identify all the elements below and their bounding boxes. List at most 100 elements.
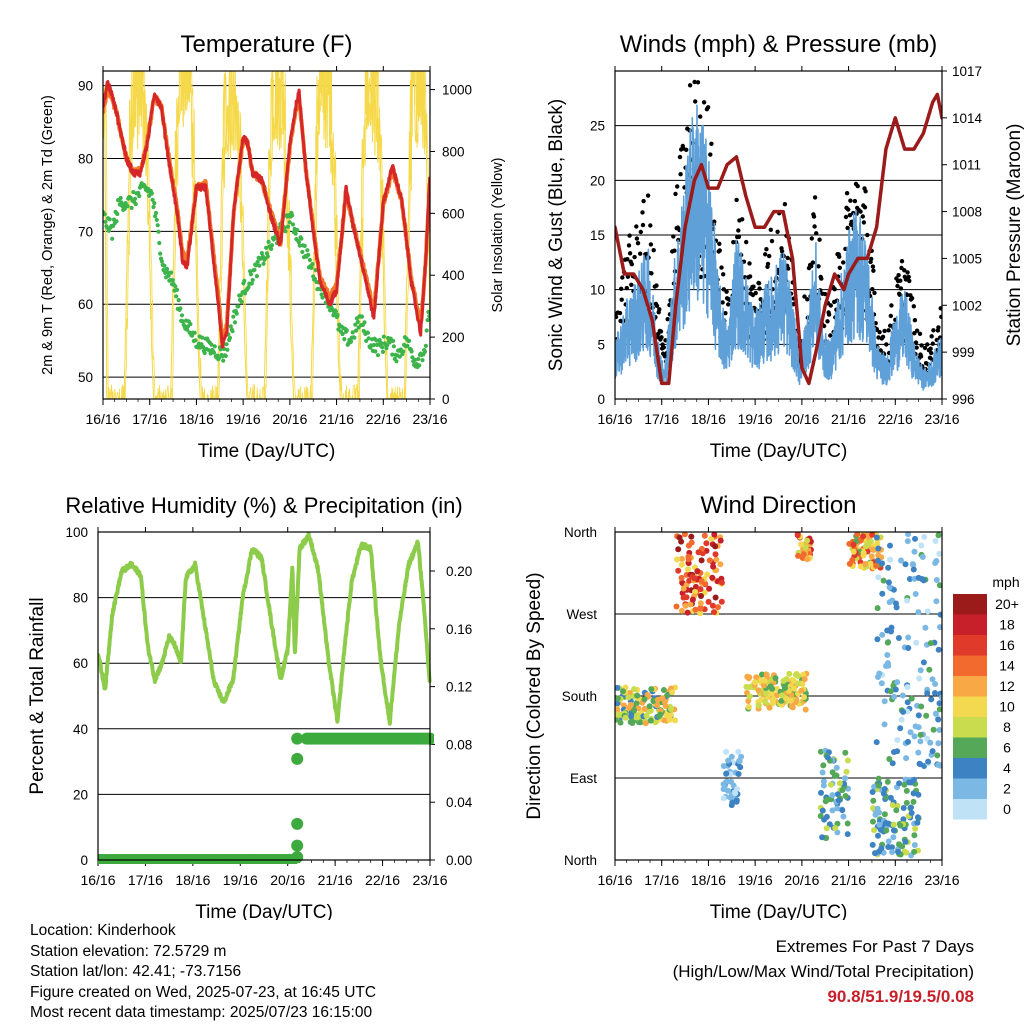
dewpoint-point (320, 295, 325, 300)
direction-point (680, 585, 687, 592)
direction-point (880, 849, 887, 856)
gust-point (665, 317, 670, 322)
y-right-tick-label: 600 (442, 206, 465, 221)
y-right-tick-label: 1002 (952, 298, 982, 313)
direction-point (801, 694, 807, 701)
direction-point (869, 532, 876, 538)
direction-point (767, 683, 774, 690)
direction-point (840, 813, 847, 820)
dewpoint-point (423, 343, 428, 348)
dewpoint-point (290, 213, 295, 218)
dewpoint-point (366, 336, 371, 341)
direction-point (834, 805, 841, 812)
dewpoint-point (209, 342, 214, 347)
x-tick-label: 18/16 (691, 872, 726, 888)
direction-point (844, 820, 851, 827)
direction-point (901, 781, 908, 788)
direction-point (822, 798, 829, 805)
direction-point (759, 671, 765, 678)
dewpoint-point (380, 345, 385, 350)
gust-point (654, 283, 659, 288)
dewpoint-point (179, 313, 185, 318)
dewpoint-point (371, 342, 376, 348)
dewpoint-point (152, 201, 157, 206)
direction-point (917, 761, 924, 768)
gust-point (712, 219, 717, 224)
gust-point (651, 248, 656, 253)
gust-point (692, 79, 697, 85)
y-tick-label: 20 (590, 173, 605, 188)
dewpoint-point (252, 267, 257, 272)
direction-point (896, 841, 902, 848)
dewpoint-point (365, 330, 370, 335)
dewpoint-point (352, 335, 357, 340)
dewpoint-point (340, 331, 345, 337)
gust-point (724, 289, 729, 294)
direction-point (850, 541, 857, 548)
latlon-text: Station lat/lon: 42.41; -73.7156 (30, 963, 242, 980)
dewpoint-point (391, 344, 396, 349)
dewpoint-point (427, 314, 430, 319)
y-right-tick-label: 0.00 (446, 853, 472, 868)
gust-point (837, 265, 842, 270)
direction-point (921, 533, 928, 540)
gust-point (648, 242, 654, 247)
gust-point (698, 274, 703, 280)
y-right-tick-label: 999 (952, 345, 975, 360)
dewpoint-point (150, 197, 155, 202)
y-right-tick-label: 0.20 (446, 564, 472, 579)
colorbar-swatch (953, 655, 987, 676)
dewpoint-point (342, 337, 347, 342)
dewpoint-point (131, 190, 136, 195)
dewpoint-point (200, 335, 205, 340)
gust-point (744, 239, 749, 245)
dewpoint-point (239, 299, 244, 304)
y-right-tick-label: 996 (952, 392, 975, 407)
direction-point (738, 753, 745, 760)
direction-point (935, 716, 942, 723)
direction-point (900, 805, 907, 811)
x-tick-label: 16/16 (85, 411, 120, 427)
direction-point (672, 717, 679, 724)
dewpoint-point (424, 328, 429, 333)
direction-point (661, 698, 668, 705)
direction-point (762, 690, 769, 697)
dewpoint-point (103, 219, 108, 224)
direction-point (712, 551, 719, 558)
gust-point (694, 63, 698, 67)
direction-point (723, 770, 730, 777)
y-tick-label: East (570, 771, 597, 786)
dewpoint-point (269, 243, 275, 248)
direction-point (801, 676, 808, 683)
y-axis-label: Percent & Total Rainfall (27, 597, 48, 794)
gust-point (695, 80, 701, 85)
direction-point (937, 611, 942, 618)
direction-point (932, 710, 939, 717)
dewpoint-point (420, 358, 425, 363)
dewpoint-point (157, 240, 162, 246)
direction-point (745, 698, 752, 704)
gust-point (872, 290, 877, 296)
direction-point (889, 849, 896, 855)
colorbar-swatch (953, 799, 987, 820)
gust-point (911, 304, 916, 309)
gust-point (677, 154, 683, 160)
direction-point (886, 584, 893, 591)
dewpoint-point (349, 339, 354, 344)
gust-point (846, 207, 851, 212)
direction-point (720, 763, 727, 769)
dewpoint-point (106, 228, 111, 233)
direction-point (720, 795, 727, 802)
direction-point (889, 760, 896, 767)
direction-point (794, 532, 801, 539)
direction-point (923, 712, 930, 719)
direction-point (924, 690, 931, 697)
direction-point (933, 577, 940, 583)
direction-point (890, 834, 897, 841)
dewpoint-point (212, 344, 217, 349)
direction-point (706, 585, 713, 592)
y-right-tick-label: 1008 (952, 205, 982, 220)
dewpoint-point (248, 272, 254, 277)
y-tick-label: 5 (597, 337, 605, 352)
direction-point (936, 706, 942, 713)
